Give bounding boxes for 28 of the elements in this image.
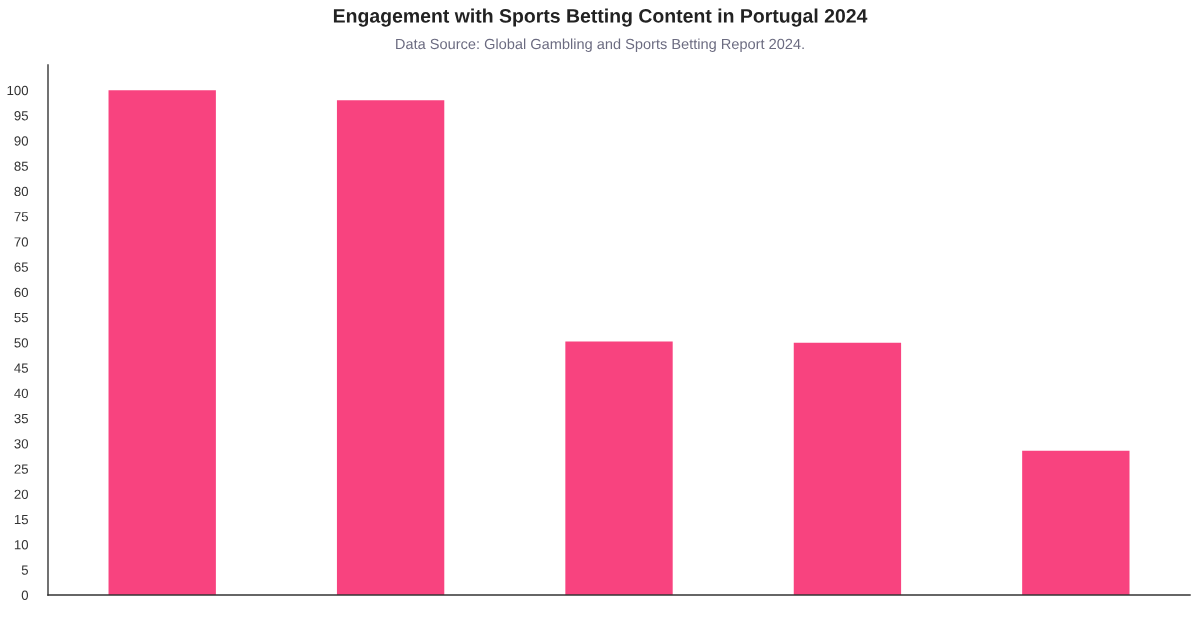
bar (565, 341, 673, 596)
y-tick-label: 5 (21, 565, 28, 575)
y-tick-label: 45 (14, 363, 28, 373)
y-tick-label: 15 (14, 515, 28, 525)
y-tick-label: 95 (14, 111, 28, 121)
chart-subtitle: Data Source: Global Gambling and Sports Betting Report 2024. (396, 38, 804, 53)
y-tick-label: 75 (14, 212, 28, 222)
y-tick-label: 20 (14, 489, 29, 499)
y-tick-label: 30 (14, 439, 29, 449)
y-tick-label: 90 (14, 136, 29, 146)
y-tick-label: 55 (14, 313, 28, 323)
y-tick-label: 70 (14, 237, 29, 247)
bar (336, 100, 445, 596)
y-tick-label: 60 (14, 287, 29, 298)
y-tick-label: 50 (14, 338, 29, 348)
y-tick-label: 10 (14, 540, 29, 550)
bar (1022, 450, 1130, 596)
y-tick-label: 0 (21, 590, 29, 600)
bar (108, 90, 216, 596)
y-tick-label: 80 (14, 186, 29, 197)
y-tick-label: 40 (14, 388, 29, 399)
y-tick-label: 35 (14, 413, 28, 424)
bar (793, 342, 902, 596)
y-tick-label: 85 (14, 161, 28, 171)
chart-title: Engagement with Sports Betting Content in Portugal 2024 (333, 8, 868, 27)
y-tick-label: 65 (14, 262, 28, 272)
y-tick-label: 25 (14, 464, 28, 474)
y-tick-label: 100 (7, 85, 29, 96)
